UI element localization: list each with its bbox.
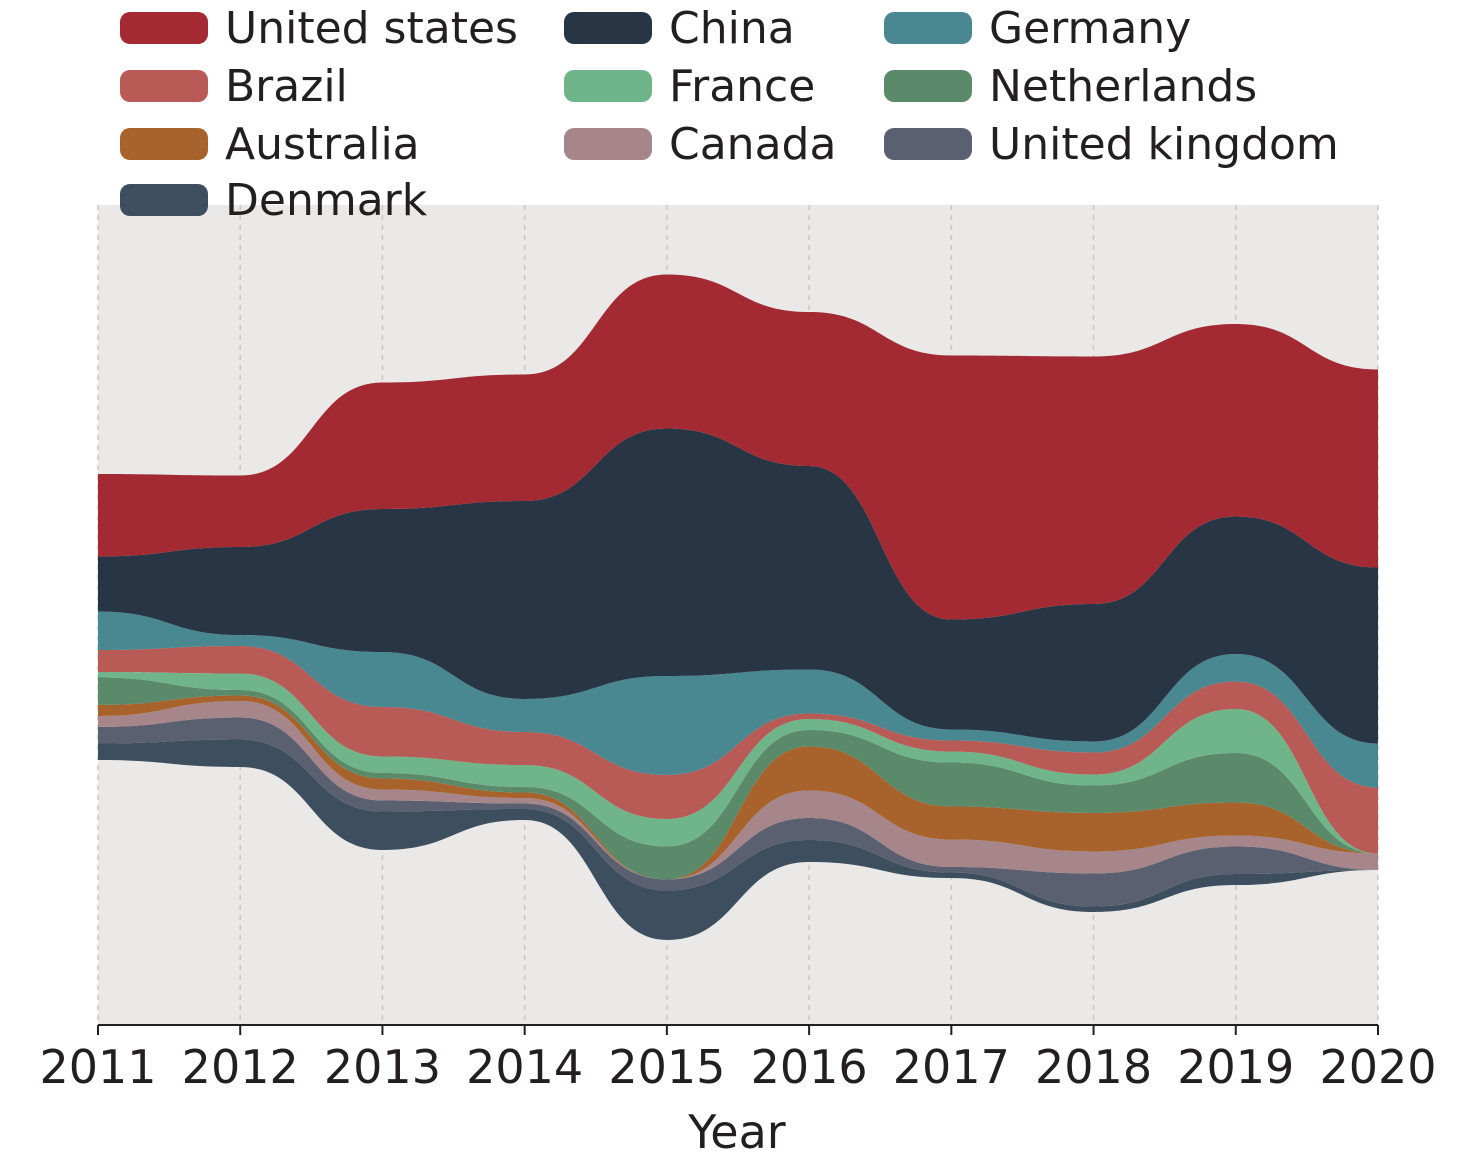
x-tick-label: 2011 bbox=[39, 1040, 156, 1094]
x-tick-label: 2013 bbox=[324, 1040, 441, 1094]
legend-swatch bbox=[120, 12, 208, 44]
stream-australia bbox=[98, 695, 1378, 880]
x-tick-label: 2017 bbox=[893, 1040, 1010, 1094]
stream-united-kingdom bbox=[98, 717, 1378, 907]
legend-swatch bbox=[120, 184, 208, 216]
legend-label: Australia bbox=[225, 119, 420, 170]
legend-swatch bbox=[884, 70, 972, 102]
x-tick-label: 2019 bbox=[1177, 1040, 1294, 1094]
stream-layers bbox=[98, 274, 1378, 940]
x-axis: 2011 2012 2013 2014 2015 2016 2017 2018 2019 2020 bbox=[39, 1024, 1437, 1094]
stream-canada bbox=[98, 701, 1378, 880]
stream-france bbox=[98, 672, 1378, 854]
x-tick-label: 2020 bbox=[1319, 1040, 1436, 1094]
stream-united-states bbox=[98, 274, 1378, 620]
legend: United states China Germany Brazil France Net… bbox=[120, 3, 1339, 226]
legend-swatch bbox=[564, 128, 652, 160]
legend-swatch bbox=[120, 128, 208, 160]
x-tick-label: 2016 bbox=[751, 1040, 868, 1094]
legend-swatch bbox=[564, 12, 652, 44]
x-tick-label: 2012 bbox=[182, 1040, 299, 1094]
stream-denmark bbox=[98, 739, 1378, 940]
legend-swatch bbox=[120, 70, 208, 102]
x-tick-label: 2018 bbox=[1035, 1040, 1152, 1094]
legend-label: Brazil bbox=[225, 61, 348, 112]
legend-label: United states bbox=[225, 3, 518, 54]
stream-germany bbox=[98, 611, 1378, 788]
legend-label: Canada bbox=[669, 119, 836, 170]
legend-label: France bbox=[669, 61, 815, 112]
legend-label: Denmark bbox=[225, 175, 428, 226]
legend-label: United kingdom bbox=[989, 119, 1339, 170]
x-tick-label: 2014 bbox=[466, 1040, 583, 1094]
legend-label: Netherlands bbox=[989, 61, 1257, 112]
legend-swatch bbox=[884, 12, 972, 44]
x-tick-label: 2015 bbox=[608, 1040, 725, 1094]
legend-label: China bbox=[669, 3, 795, 54]
x-axis-title: Year bbox=[687, 1105, 785, 1159]
legend-swatch bbox=[564, 70, 652, 102]
legend-label: Germany bbox=[989, 3, 1191, 54]
stream-brazil bbox=[98, 646, 1378, 854]
stream-china bbox=[98, 428, 1378, 744]
legend-swatch bbox=[884, 128, 972, 160]
